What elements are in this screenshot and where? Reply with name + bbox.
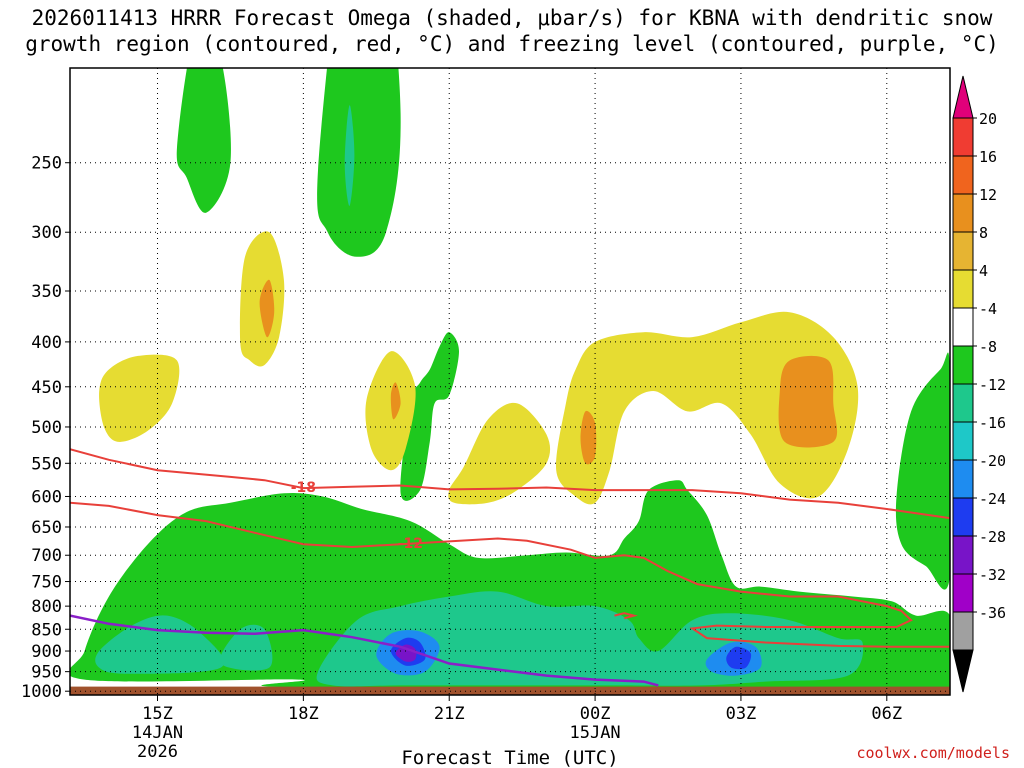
colorbar-label: -12 — [979, 376, 1006, 394]
colorbar-label: -4 — [979, 300, 997, 318]
freezing-level-line — [70, 614, 659, 687]
dgz-contour-line — [70, 501, 950, 648]
dgz-contour-line — [70, 448, 950, 520]
colorbar-bin — [952, 345, 974, 385]
colorbar-bin — [952, 269, 974, 309]
omega-shading — [70, 68, 950, 693]
colorbar-label: -32 — [979, 566, 1006, 584]
chart-title-line2: growth region (contoured, red, °C) and f… — [25, 32, 999, 56]
y-tick-label: 400 — [31, 333, 62, 353]
colorbar-label: -16 — [979, 414, 1006, 432]
colorbar-label: 20 — [979, 110, 997, 128]
colorbar-label: -36 — [979, 604, 1006, 622]
colorbar-bin — [952, 573, 974, 613]
y-tick-label: 550 — [31, 454, 62, 474]
x-tick-label: 15Z — [142, 704, 173, 724]
colorbar-bin — [952, 535, 974, 575]
colorbar-bin — [952, 117, 974, 157]
y-tick-label: 950 — [31, 663, 62, 683]
colorbar-label: -8 — [979, 338, 997, 356]
colorbar-top-triangle — [952, 75, 974, 119]
omega-region-navy — [726, 646, 752, 670]
y-tick-label: 250 — [31, 154, 62, 174]
x-axis-label: Forecast Time (UTC) — [401, 747, 618, 768]
omega-region-green — [400, 332, 459, 501]
x-tick-label: 18Z — [288, 704, 319, 724]
colorbar-label: 8 — [979, 224, 988, 242]
colorbar-bin — [952, 307, 974, 347]
y-tick-label: 800 — [31, 597, 62, 617]
omega-region-yellow — [365, 351, 416, 471]
watermark: coolwx.com/models — [856, 744, 1010, 762]
y-tick-label: 700 — [31, 546, 62, 566]
omega-region-cyan — [344, 105, 355, 206]
y-tick-label: 350 — [31, 282, 62, 302]
colorbar-label: -20 — [979, 452, 1006, 470]
y-tick-label: 850 — [31, 620, 62, 640]
x-tick-label: 00Z — [580, 704, 611, 724]
omega-region-yellow — [99, 354, 180, 442]
omega-region-green — [176, 68, 231, 213]
x-tick-year: 2026 — [137, 742, 178, 762]
colorbar-bin — [952, 611, 974, 651]
x-tick-label: 03Z — [726, 704, 757, 724]
plot-frame — [69, 67, 951, 696]
colorbar: 20 16 12 8 4 -4 -8 -12 -16 -20 -24 -28 -32 -36 — [952, 75, 1006, 693]
colorbar-label: 16 — [979, 148, 997, 166]
x-tick-label: 21Z — [434, 704, 465, 724]
x-tick-date: 15JAN — [569, 723, 620, 743]
y-tick-label: 900 — [31, 642, 62, 662]
dgz-contour-label: -18 — [291, 480, 316, 496]
omega-region-orange — [390, 382, 401, 420]
y-tick-label: 450 — [31, 378, 62, 398]
omega-region-purple — [395, 644, 417, 662]
colorbar-bin — [952, 459, 974, 499]
y-tick-label: 500 — [31, 418, 62, 438]
colorbar-bin — [952, 383, 974, 423]
contour-lines: -18 -12 — [70, 448, 950, 687]
colorbar-label: -28 — [979, 528, 1006, 546]
x-tick-date: 14JAN — [132, 723, 183, 743]
colorbar-label: 12 — [979, 186, 997, 204]
colorbar-label: 4 — [979, 262, 988, 280]
dgz-contour-line — [614, 612, 638, 620]
y-axis: 2503003504004505005506006507007508008509… — [21, 154, 70, 702]
omega-region-cyan — [95, 615, 225, 674]
y-tick-label: 300 — [31, 223, 62, 243]
omega-region-orange — [259, 279, 275, 338]
colorbar-bin — [952, 231, 974, 271]
y-tick-label: 1000 — [21, 682, 62, 702]
colorbar-bin — [952, 497, 974, 537]
colorbar-bin — [952, 193, 974, 233]
omega-region-yellow — [448, 402, 551, 505]
colorbar-bin — [952, 421, 974, 461]
y-tick-label: 750 — [31, 573, 62, 593]
omega-region-yellow — [555, 311, 859, 505]
omega-region-orange — [778, 355, 838, 448]
chart-title-line1: 2026011413 HRRR Forecast Omega (shaded, … — [31, 6, 993, 30]
dgz-contour-label: -12 — [398, 536, 423, 552]
omega-region-green — [895, 352, 950, 590]
y-tick-label: 650 — [31, 518, 62, 538]
omega-region-cyan — [219, 624, 273, 671]
colorbar-bin — [952, 155, 974, 195]
colorbar-label: -24 — [979, 490, 1006, 508]
omega-region-green — [317, 68, 401, 257]
y-tick-label: 600 — [31, 487, 62, 507]
colorbar-bottom-triangle — [952, 649, 974, 693]
x-tick-label: 06Z — [871, 704, 902, 724]
omega-region-orange — [580, 410, 597, 465]
